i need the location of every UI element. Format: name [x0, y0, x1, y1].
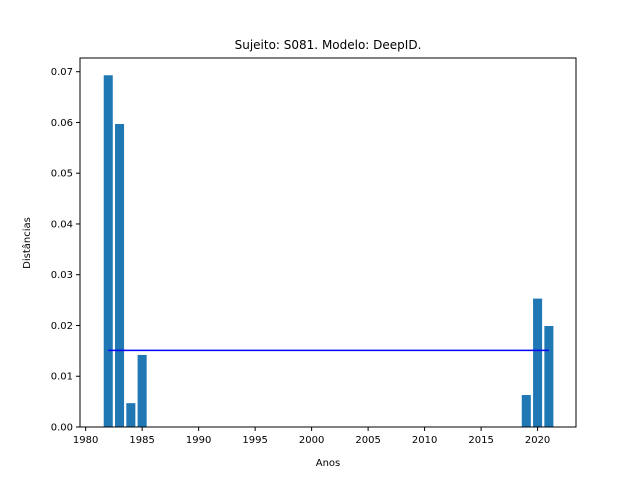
plot-area-frame	[79, 57, 577, 428]
x-tick-label-2005: 2005	[355, 435, 380, 446]
y-tick-label-0: 0.00	[51, 423, 73, 434]
y-tick-label-4: 0.04	[51, 219, 73, 230]
x-tick-label-1990: 1990	[186, 435, 211, 446]
y-axis-label: Distâncias	[21, 217, 33, 269]
y-tick-label-2: 0.02	[51, 321, 73, 332]
x-axis-label: Anos	[316, 458, 341, 469]
bar-2021	[544, 325, 554, 427]
x-tick-label-1985: 1985	[129, 435, 154, 446]
bar-2020	[533, 298, 543, 427]
y-axis: 0.00 0.01 0.02 0.03 0.04 0.05 0.06 0.07	[51, 67, 80, 434]
bar-2019	[521, 395, 531, 427]
bar-1982	[103, 75, 113, 427]
x-tick-label-1995: 1995	[242, 435, 267, 446]
y-tick-label-5: 0.05	[51, 169, 73, 180]
y-tick-label-3: 0.03	[51, 270, 73, 281]
x-tick-label-1980: 1980	[73, 435, 98, 446]
bar-1983	[115, 123, 125, 427]
x-tick-label-2010: 2010	[412, 435, 437, 446]
x-axis: 1980 1985 1990 1995 2000 2005 2010 2015 2020	[73, 427, 550, 446]
bar-1985	[137, 354, 147, 427]
chart-title: Sujeito: S081. Modelo: DeepID.	[235, 38, 422, 52]
x-tick-label-2015: 2015	[468, 435, 493, 446]
x-tick-label-2000: 2000	[299, 435, 324, 446]
y-tick-label-7: 0.07	[51, 67, 73, 78]
y-tick-label-1: 0.01	[51, 372, 73, 383]
bar-1984	[126, 403, 136, 427]
y-tick-label-6: 0.06	[51, 118, 73, 129]
bars-group	[103, 75, 554, 427]
x-tick-label-2020: 2020	[525, 435, 550, 446]
